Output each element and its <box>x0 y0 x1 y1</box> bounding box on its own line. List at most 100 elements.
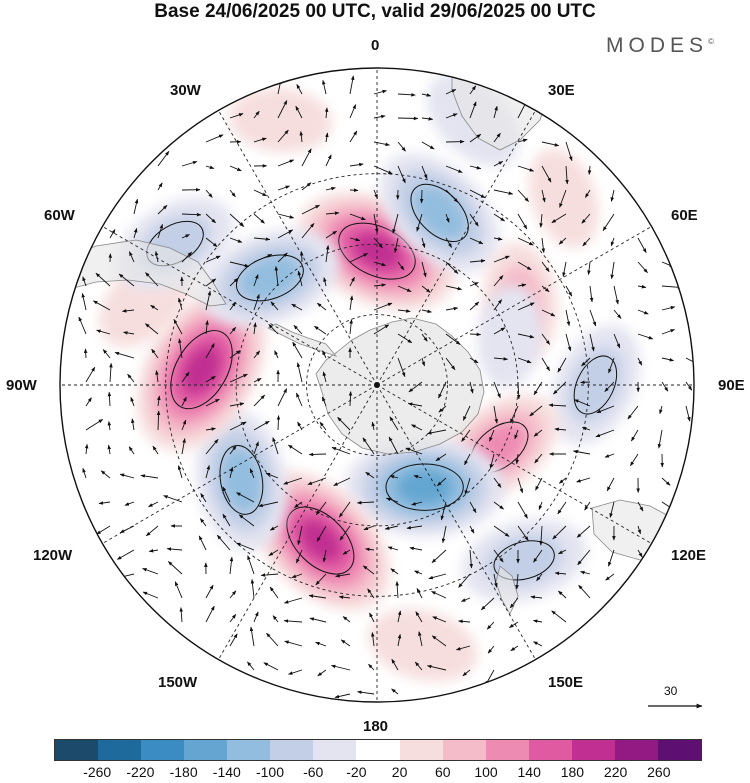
wind-vector <box>133 227 138 239</box>
anomaly-contour-level <box>396 469 453 505</box>
wind-vector <box>395 581 399 599</box>
wind-vector <box>93 300 111 311</box>
wind-vector <box>435 453 447 462</box>
wind-vector <box>509 597 519 609</box>
wind-vector <box>276 415 281 431</box>
wind-vector <box>81 292 87 311</box>
wind-vector <box>613 285 619 305</box>
wind-vector <box>365 471 375 479</box>
wind-vector <box>274 350 279 359</box>
wind-vector <box>469 213 479 227</box>
wind-vector <box>661 477 671 486</box>
wind-vector <box>253 110 260 119</box>
wind-vector <box>274 265 279 287</box>
wind-vector <box>229 402 245 407</box>
wind-vector <box>253 377 262 383</box>
lon-label-30e: 30E <box>548 82 575 99</box>
wind-vector <box>283 597 303 604</box>
colorbar-tick-label: 220 <box>603 764 628 780</box>
wind-vector <box>266 632 279 647</box>
wind-vector <box>533 429 543 437</box>
wind-vector <box>486 621 495 630</box>
wind-vector <box>415 611 423 623</box>
wind-vector <box>229 373 248 383</box>
wind-vector <box>445 88 457 95</box>
wind-vector <box>397 357 406 378</box>
wind-vector <box>157 395 161 407</box>
wind-vector <box>469 85 477 95</box>
wind-vector <box>460 597 471 602</box>
wind-vector <box>517 333 535 339</box>
anomaly-cell <box>368 608 478 682</box>
wind-vector <box>464 477 471 495</box>
wind-vector <box>440 501 447 521</box>
wind-vector <box>200 493 207 503</box>
wind-vector <box>529 405 543 417</box>
wind-vector <box>362 437 375 455</box>
wind-vector <box>551 213 567 224</box>
lon-label-60e: 60E <box>671 207 698 224</box>
wind-vector <box>445 261 459 274</box>
wind-vector <box>299 130 304 143</box>
wind-vector <box>373 114 386 119</box>
wind-vector <box>253 420 270 431</box>
wind-vector <box>581 426 591 431</box>
wind-vector <box>205 165 215 169</box>
wind-vector <box>121 309 135 313</box>
wind-vector <box>349 213 366 221</box>
wind-vector <box>630 453 639 467</box>
wind-vector <box>229 614 237 623</box>
anomaly-contour-level <box>368 608 478 682</box>
colorbar-swatch <box>55 740 99 760</box>
wind-vector <box>493 275 504 287</box>
wind-vector <box>445 213 450 223</box>
wind-vector <box>288 669 303 675</box>
wind-vector <box>413 475 423 479</box>
wind-vector <box>565 309 571 327</box>
wind-vector <box>253 189 268 197</box>
wind-vector <box>229 113 244 119</box>
wind-vector <box>157 204 168 215</box>
colorbar-tick-label: 60 <box>435 764 451 780</box>
wind-vector <box>576 477 591 483</box>
wind-vector <box>369 612 375 623</box>
wind-vector <box>554 427 567 432</box>
wind-vector <box>469 282 479 287</box>
wind-vector <box>530 595 543 599</box>
wind-vector <box>119 473 135 479</box>
wind-vector <box>397 116 419 121</box>
wind-vector <box>253 253 273 263</box>
wind-vector <box>517 237 534 246</box>
wind-vector <box>373 237 383 249</box>
wind-vector <box>469 165 482 170</box>
wind-vector <box>205 398 220 407</box>
wind-vector <box>84 443 89 455</box>
wind-vector <box>342 549 351 555</box>
wind-vector <box>517 283 527 288</box>
wind-vector <box>535 477 543 491</box>
wind-vector <box>205 255 221 263</box>
wind-vector <box>157 182 163 191</box>
wind-vector <box>148 501 159 508</box>
wind-vector <box>362 565 375 575</box>
wind-vector <box>515 453 520 465</box>
colorbar-tick-label: -260 <box>83 764 112 780</box>
wind-vector <box>428 573 447 580</box>
wind-vector <box>517 165 535 172</box>
wind-vector <box>127 373 135 383</box>
wind-vector <box>205 213 216 224</box>
wind-vector <box>277 129 289 143</box>
wind-vector <box>582 237 591 247</box>
wind-vector <box>558 590 567 599</box>
wind-vector <box>154 250 159 263</box>
wind-vector <box>277 213 295 219</box>
colorbar-tick-label: -180 <box>169 764 198 780</box>
wind-vector <box>349 104 357 119</box>
wind-vector <box>297 525 303 546</box>
wind-vector <box>637 309 649 315</box>
geopotential-contour <box>493 540 555 581</box>
wind-vector <box>205 189 213 198</box>
wind-vector <box>487 645 495 654</box>
wind-vector <box>397 141 406 152</box>
wind-vector <box>229 421 247 431</box>
